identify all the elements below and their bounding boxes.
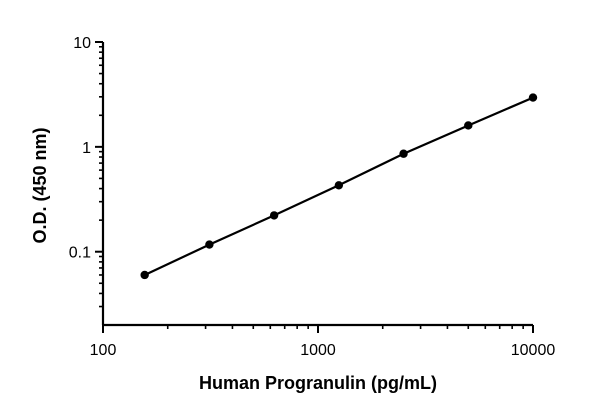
data-point [140,270,149,280]
y-axis-title: O.D. (450 nm) [30,127,50,243]
x-axis-title: Human Progranulin (pg/mL) [199,373,437,393]
minor-ticks [99,45,524,329]
x-tick-label: 100 [90,342,117,359]
data-point [334,181,344,190]
data-point [205,240,214,249]
data-point [269,211,279,220]
major-ticks [95,41,534,333]
data-point [399,149,408,158]
y-tick-label: 0.1 [69,245,91,262]
y-tick-label: 1 [82,140,91,157]
y-tick-label: 10 [73,35,91,52]
data-point [464,121,473,130]
x-tick-label: 10000 [511,342,556,359]
tick-labels: 100 1000 10000 0.1 1 10 [69,35,556,359]
data-points [140,93,538,280]
x-tick-label: 1000 [300,342,336,359]
data-point [528,93,538,102]
